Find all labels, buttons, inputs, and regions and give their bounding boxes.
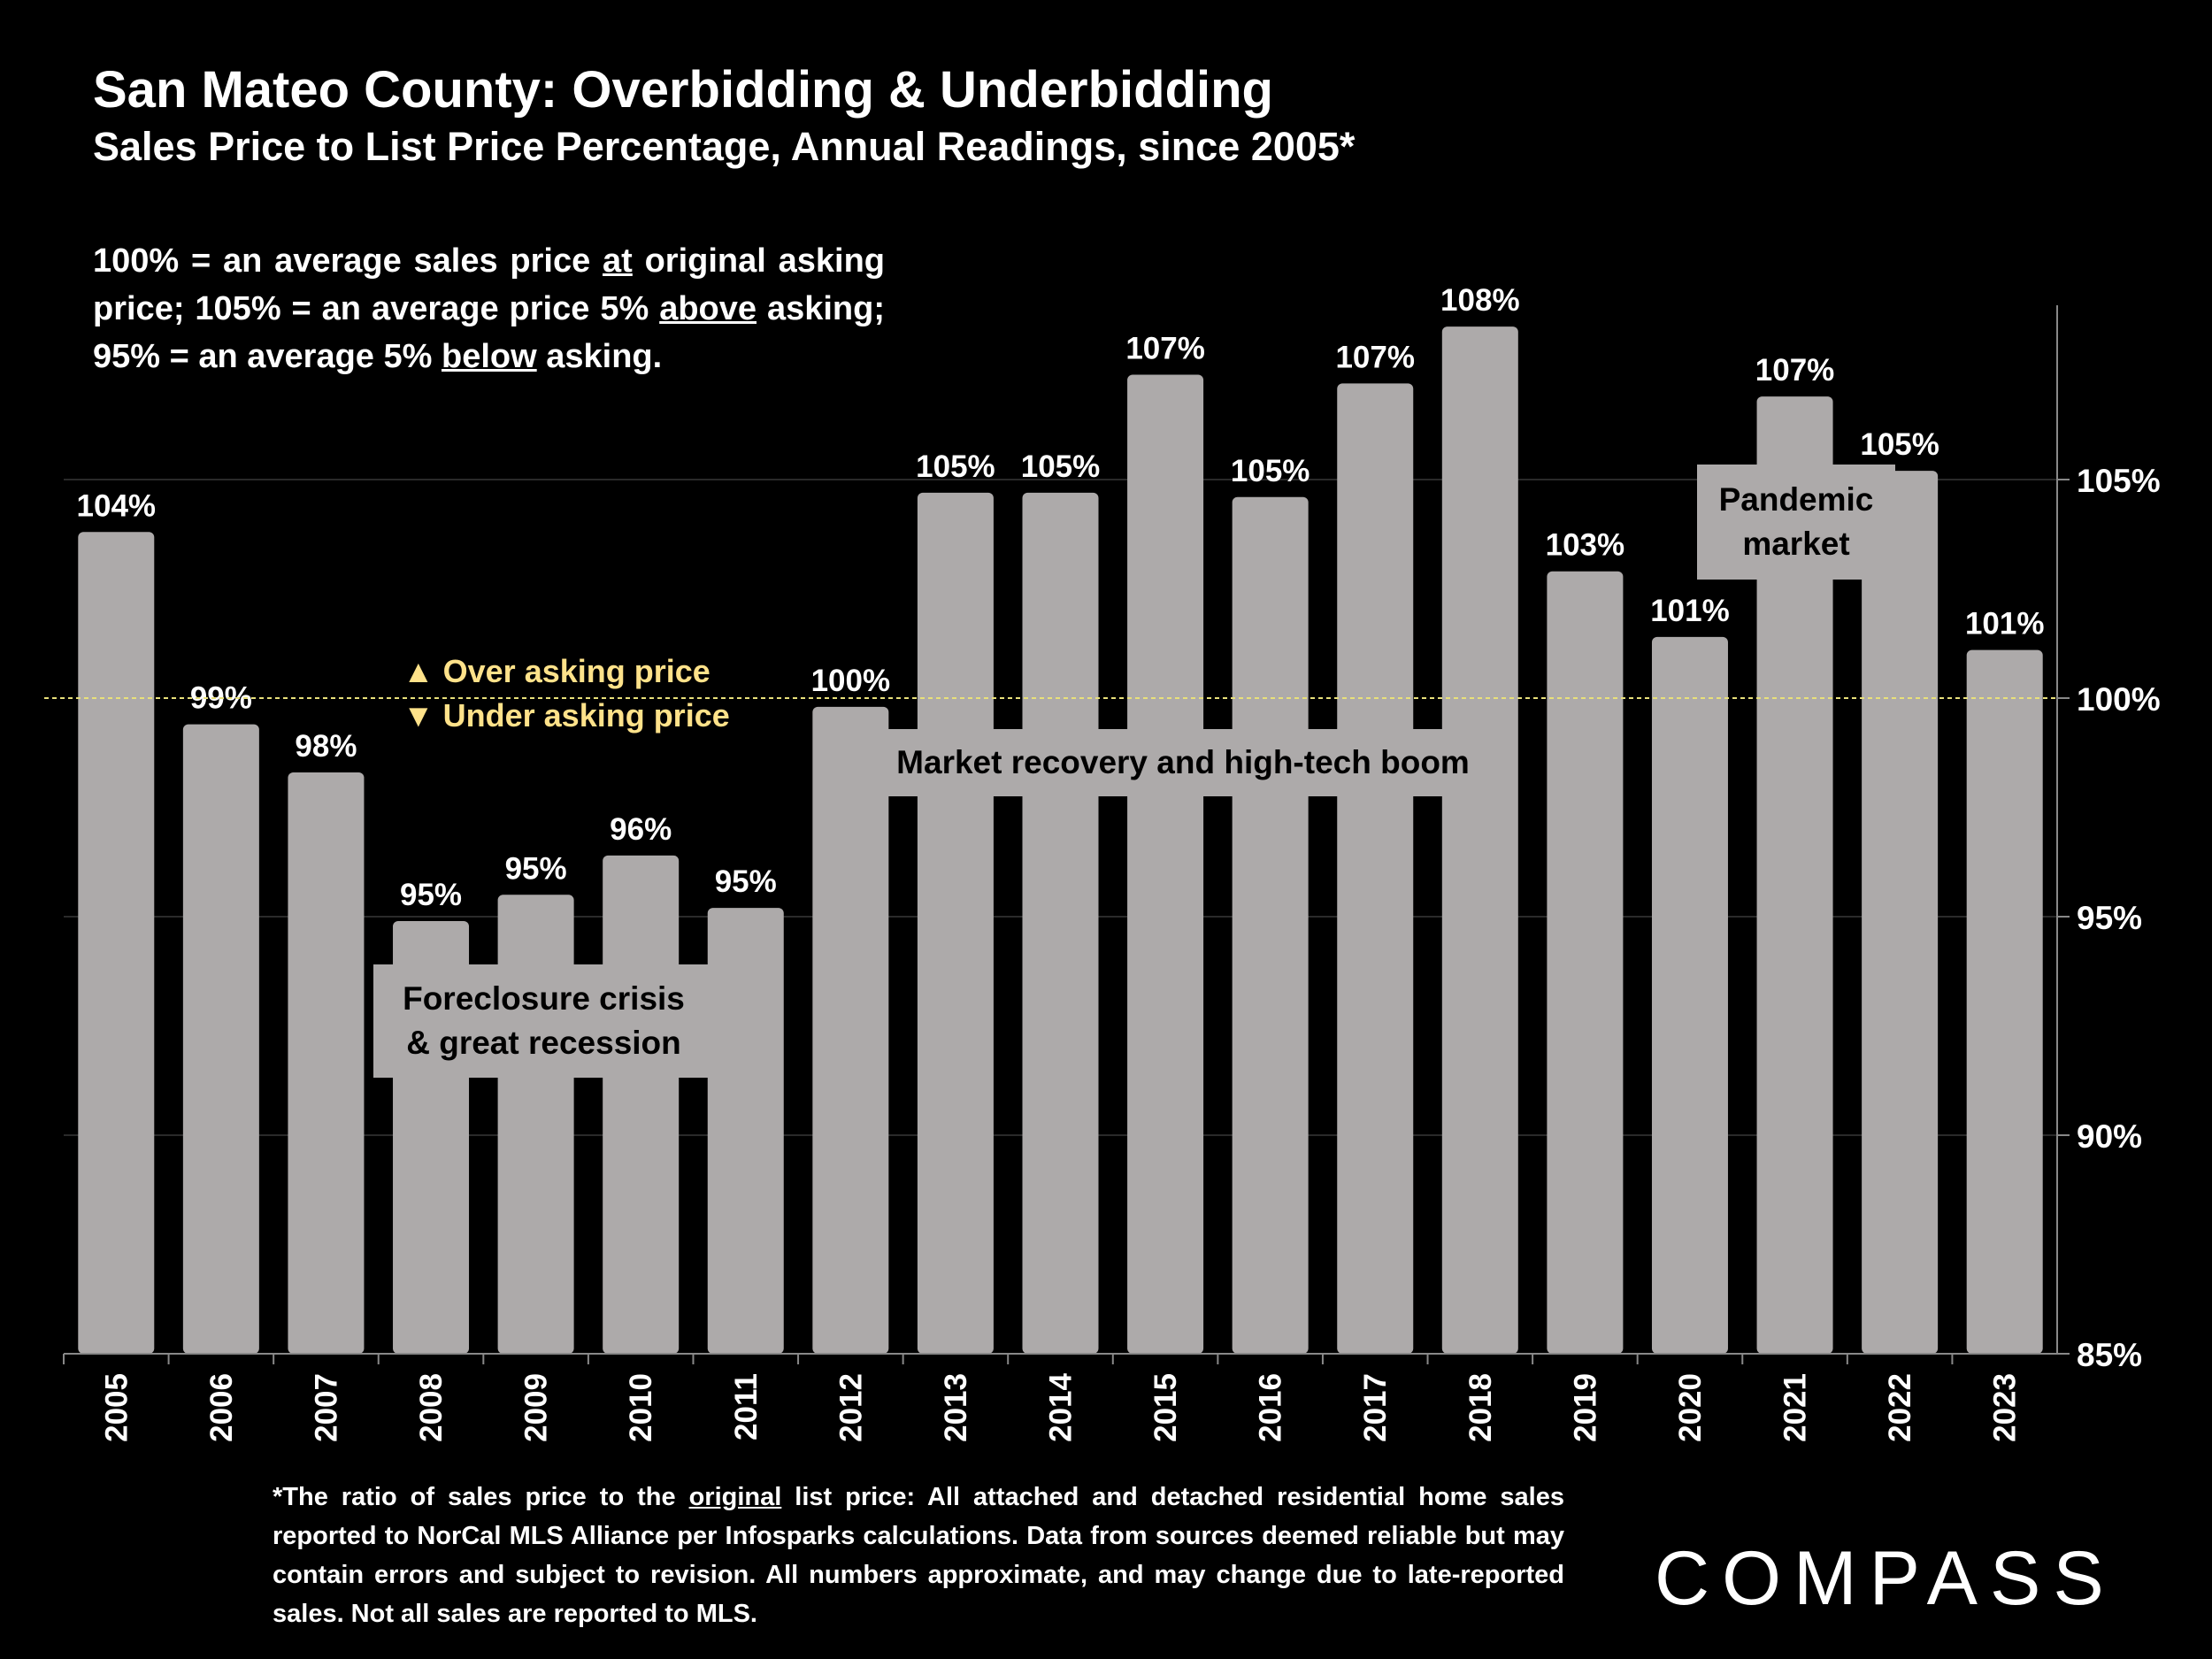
x-tick-label: 2005 bbox=[99, 1373, 134, 1442]
explanation-note: 100% = an average sales price at origina… bbox=[93, 242, 885, 375]
data-label: 95% bbox=[715, 864, 777, 899]
data-label: 103% bbox=[1546, 528, 1625, 563]
bar bbox=[1547, 571, 1624, 1354]
data-label: 107% bbox=[1335, 340, 1415, 374]
x-tick-label: 2012 bbox=[833, 1373, 868, 1442]
x-tick-label: 2022 bbox=[1883, 1373, 1917, 1442]
x-tick-label: 2010 bbox=[624, 1373, 658, 1442]
bar bbox=[1756, 396, 1833, 1354]
y-tick-label: 100% bbox=[2077, 681, 2161, 718]
bar bbox=[812, 706, 889, 1354]
x-tick-label: 2006 bbox=[204, 1373, 239, 1442]
chart-title: San Mateo County: Overbidding & Underbid… bbox=[93, 61, 1273, 119]
x-tick-label: 2023 bbox=[1988, 1373, 2023, 1442]
x-tick-label: 2013 bbox=[939, 1373, 973, 1442]
foreclosure-callout: Foreclosure crisis & great recession bbox=[373, 964, 714, 1078]
y-tick-label: 105% bbox=[2077, 463, 2161, 499]
bar bbox=[1966, 649, 2043, 1354]
y-tick-label: 95% bbox=[2077, 900, 2142, 936]
footnote: *The ratio of sales price to the origina… bbox=[273, 1483, 1564, 1628]
x-tick-label: 2007 bbox=[309, 1373, 343, 1442]
x-tick-label: 2015 bbox=[1148, 1373, 1183, 1442]
data-label: 105% bbox=[916, 449, 995, 484]
x-tick-label: 2021 bbox=[1778, 1373, 1813, 1442]
data-label: 98% bbox=[295, 729, 357, 764]
bar bbox=[182, 724, 259, 1354]
under-asking-marker: ▼ Under asking price bbox=[403, 697, 730, 733]
x-tick-label: 2016 bbox=[1254, 1373, 1288, 1442]
bar bbox=[1127, 374, 1204, 1355]
x-tick-label: 2019 bbox=[1568, 1373, 1602, 1442]
chart-subtitle: Sales Price to List Price Percentage, An… bbox=[93, 124, 1356, 169]
data-label: 108% bbox=[1440, 283, 1520, 318]
data-label: 95% bbox=[505, 851, 567, 886]
pandemic-callout: Pandemic market bbox=[1697, 465, 1895, 580]
compass-logo: COMPASS bbox=[1655, 1536, 2116, 1621]
x-tick-label: 2011 bbox=[729, 1373, 764, 1440]
bar bbox=[1651, 636, 1728, 1354]
over-asking-marker: ▲ Over asking price bbox=[403, 653, 710, 689]
bar bbox=[1022, 492, 1099, 1354]
bar bbox=[1337, 383, 1414, 1354]
data-label: 95% bbox=[400, 878, 462, 912]
data-label: 100% bbox=[811, 664, 891, 698]
bar bbox=[1862, 471, 1939, 1354]
bar bbox=[1441, 326, 1518, 1355]
data-label: 105% bbox=[1860, 427, 1939, 462]
x-tick-label: 2014 bbox=[1044, 1372, 1079, 1441]
data-label: 105% bbox=[1021, 449, 1101, 484]
x-tick-label: 2017 bbox=[1358, 1373, 1393, 1442]
data-label: 101% bbox=[1650, 594, 1730, 628]
x-tick-label: 2009 bbox=[519, 1373, 554, 1442]
data-label: 107% bbox=[1755, 353, 1835, 388]
x-tick-label: 2020 bbox=[1673, 1373, 1708, 1442]
bar bbox=[917, 492, 994, 1354]
data-label: 104% bbox=[77, 488, 157, 523]
y-tick-label: 85% bbox=[2077, 1337, 2142, 1373]
bar bbox=[78, 532, 155, 1354]
data-label: 107% bbox=[1125, 331, 1205, 365]
bar bbox=[707, 908, 784, 1354]
bar bbox=[603, 855, 680, 1354]
bar bbox=[288, 772, 365, 1354]
y-tick-label: 90% bbox=[2077, 1118, 2142, 1155]
data-label: 96% bbox=[610, 812, 672, 847]
data-label: 105% bbox=[1231, 454, 1310, 488]
data-label: 101% bbox=[1965, 607, 2045, 641]
bar bbox=[1232, 496, 1309, 1354]
x-tick-label: 2008 bbox=[414, 1373, 449, 1442]
x-tick-label: 2018 bbox=[1463, 1373, 1498, 1442]
recovery-callout: Market recovery and high-tech boom bbox=[887, 729, 1479, 796]
